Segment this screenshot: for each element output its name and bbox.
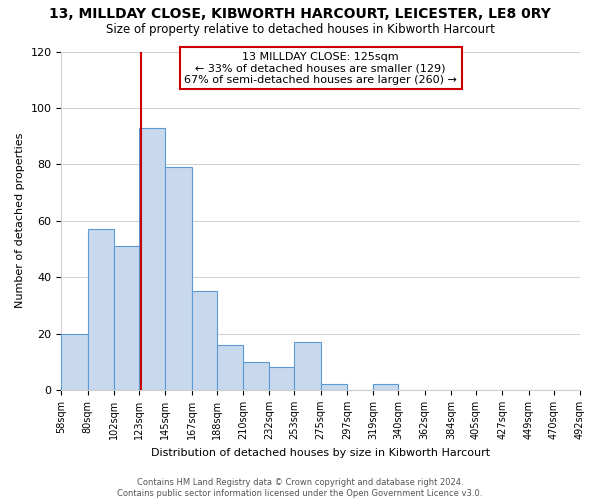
X-axis label: Distribution of detached houses by size in Kibworth Harcourt: Distribution of detached houses by size … xyxy=(151,448,490,458)
Bar xyxy=(217,345,243,390)
Bar xyxy=(166,167,191,390)
Bar xyxy=(88,229,114,390)
Text: Size of property relative to detached houses in Kibworth Harcourt: Size of property relative to detached ho… xyxy=(106,22,494,36)
Y-axis label: Number of detached properties: Number of detached properties xyxy=(15,133,25,308)
Bar xyxy=(114,246,139,390)
Text: 13, MILLDAY CLOSE, KIBWORTH HARCOURT, LEICESTER, LE8 0RY: 13, MILLDAY CLOSE, KIBWORTH HARCOURT, LE… xyxy=(49,8,551,22)
Bar xyxy=(295,342,321,390)
Text: Contains HM Land Registry data © Crown copyright and database right 2024.
Contai: Contains HM Land Registry data © Crown c… xyxy=(118,478,482,498)
Bar xyxy=(269,368,295,390)
Bar xyxy=(61,334,88,390)
Bar xyxy=(321,384,347,390)
Bar xyxy=(191,291,217,390)
Bar xyxy=(373,384,398,390)
Text: 13 MILLDAY CLOSE: 125sqm
← 33% of detached houses are smaller (129)
67% of semi-: 13 MILLDAY CLOSE: 125sqm ← 33% of detach… xyxy=(184,52,457,84)
Bar xyxy=(139,128,166,390)
Bar xyxy=(243,362,269,390)
